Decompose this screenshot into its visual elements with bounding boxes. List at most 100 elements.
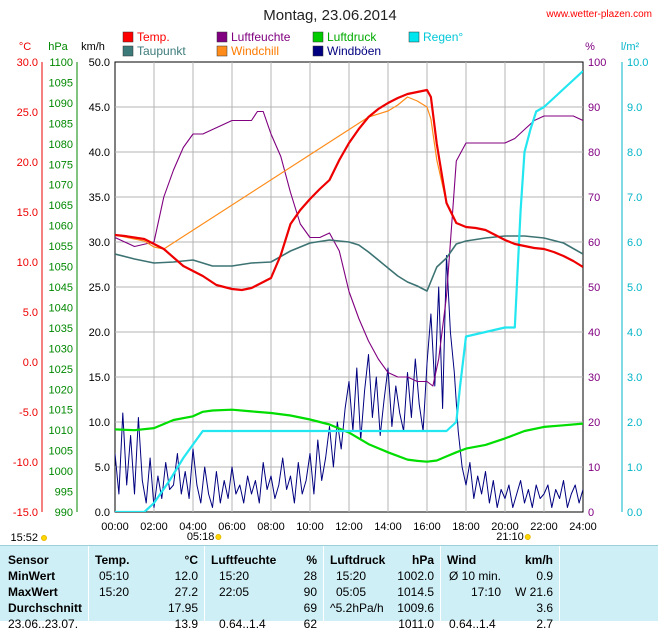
temp-unit-label: °C [19, 41, 31, 53]
time-tick-label: 24:00 [569, 521, 597, 533]
pressure-tick-label: 1025 [49, 364, 73, 376]
pressure-tick-label: 995 [55, 487, 73, 499]
temp-tick-label: 25.0 [17, 107, 38, 119]
rain-tick-label: 2.0 [627, 417, 642, 429]
legend-swatch[interactable] [312, 45, 324, 57]
wind-tick-label: 40.0 [89, 147, 110, 159]
stats-value: 2.7 [536, 617, 553, 631]
pressure-tick-label: 1065 [49, 200, 73, 212]
series-line-regen- [115, 70, 583, 512]
time-tick-label: 04:00 [179, 521, 207, 533]
stats-row-label: Durchschnitt [8, 601, 83, 615]
sunrise-marker-label: 05:18 [187, 531, 215, 543]
stats-time: Ø 10 min. [449, 569, 502, 583]
temp-tick-label: -10.0 [13, 457, 38, 469]
humidity-tick-label: 90 [588, 102, 600, 114]
stats-header-sensor: Sensor [8, 553, 49, 567]
temp-tick-label: 15.0 [17, 207, 38, 219]
humidity-tick-label: 0 [588, 507, 594, 519]
series-line-temp- [115, 88, 583, 292]
time-tick-label: 08:00 [257, 521, 285, 533]
stats-value: 90 [303, 585, 317, 599]
stats-value: 62 [303, 617, 317, 631]
stats-col-wind: Wind km/h Ø 10 min. 17:10 0.64..1.4 0.9 … [441, 546, 560, 631]
humidity-tick-label: 50 [588, 282, 600, 294]
legend-swatch[interactable] [216, 31, 228, 43]
legend-swatch[interactable] [216, 45, 228, 57]
stats-unit-humidity: % [306, 553, 317, 567]
legend-label: Regen° [423, 30, 463, 44]
moonrise-marker-dot [41, 535, 47, 541]
temp-tick-label: 20.0 [17, 157, 38, 169]
stats-time: 17:10 [471, 585, 502, 599]
pressure-tick-label: 1000 [49, 466, 73, 478]
legend-swatch[interactable] [122, 31, 134, 43]
humidity-unit-label: % [585, 41, 595, 53]
stats-row-label: 23.06..23.07. [8, 617, 79, 631]
pressure-tick-label: 1015 [49, 405, 73, 417]
legend-label: Luftdruck [327, 30, 377, 44]
temp-tick-label: 10.0 [17, 257, 38, 269]
legend-label: Windchill [231, 44, 279, 58]
pressure-tick-label: 1020 [49, 384, 73, 396]
stats-time: 22:05 [219, 585, 250, 599]
legend-label: Windböen [327, 44, 381, 58]
stats-col-humidity: Luftfeuchte % 15:20 22:05 0.64..1.4 28 9… [205, 546, 324, 631]
legend-label: Taupunkt [137, 44, 186, 58]
time-tick-label: 20:00 [491, 521, 519, 533]
temp-tick-label: -15.0 [13, 507, 38, 519]
pressure-tick-label: 1005 [49, 446, 73, 458]
pressure-tick-label: 1080 [49, 139, 73, 151]
stats-value: 69 [303, 601, 317, 615]
pressure-tick-label: 1045 [49, 282, 73, 294]
series-line-windb-en [115, 255, 583, 508]
series-line-luftdruck [115, 408, 583, 463]
legend-swatch[interactable] [122, 45, 134, 57]
stats-value: 0.9 [536, 569, 553, 583]
wind-tick-label: 20.0 [89, 327, 110, 339]
time-tick-label: 18:00 [452, 521, 480, 533]
wind-tick-label: 15.0 [89, 372, 110, 384]
wind-tick-label: 10.0 [89, 417, 110, 429]
stats-time: ^5.2hPa/h [330, 601, 384, 615]
time-tick-label: 10:00 [296, 521, 324, 533]
series-line-taupunkt [115, 235, 583, 292]
time-tick-label: 02:00 [140, 521, 168, 533]
stats-time: 0.64..1.4 [449, 617, 496, 631]
wind-tick-label: 45.0 [89, 102, 110, 114]
stats-header-pressure: Luftdruck [330, 553, 386, 567]
stats-unit-pressure: hPa [411, 553, 434, 567]
temp-tick-label: -5.0 [19, 407, 38, 419]
wind-tick-label: 25.0 [89, 282, 110, 294]
wind-unit-label: km/h [81, 41, 105, 53]
legend-swatch[interactable] [408, 31, 420, 43]
pressure-tick-label: 1050 [49, 262, 73, 274]
stats-value: 1014.5 [397, 585, 434, 599]
rain-tick-label: 1.0 [627, 462, 642, 474]
humidity-tick-label: 30 [588, 372, 600, 384]
chart-title: Montag, 23.06.2014 [263, 7, 396, 24]
pressure-tick-label: 1040 [49, 302, 73, 314]
stats-value: 13.9 [174, 617, 198, 631]
stats-value: W 21.6 [514, 585, 553, 599]
stats-time: 15:20 [336, 569, 367, 583]
stats-time: 0.64..1.4 [219, 617, 266, 631]
rain-tick-label: 0.0 [627, 507, 642, 519]
stats-header-temp: Temp. [95, 553, 130, 567]
brand-link[interactable]: www.wetter-plazen.com [545, 9, 652, 20]
stats-header-humidity: Luftfeuchte [211, 553, 277, 567]
pressure-tick-label: 1095 [49, 77, 73, 89]
rain-unit-label: l/m² [621, 41, 640, 53]
temp-tick-label: 30.0 [17, 57, 38, 69]
stats-row-label: MaxWert [8, 585, 58, 599]
rain-tick-label: 3.0 [627, 372, 642, 384]
wind-tick-label: 5.0 [95, 462, 110, 474]
sunset-marker-label: 21:10 [496, 531, 524, 543]
chart-legend: Temp. Luftfeuchte Luftdruck Regen° Taupunkt W… [122, 30, 463, 58]
rain-tick-label: 10.0 [627, 57, 648, 69]
sunset-marker-dot [524, 534, 531, 540]
moonrise-marker-label: 15:52 [10, 532, 38, 544]
time-tick-label: 16:00 [413, 521, 441, 533]
wind-tick-label: 30.0 [89, 237, 110, 249]
legend-swatch[interactable] [312, 31, 324, 43]
